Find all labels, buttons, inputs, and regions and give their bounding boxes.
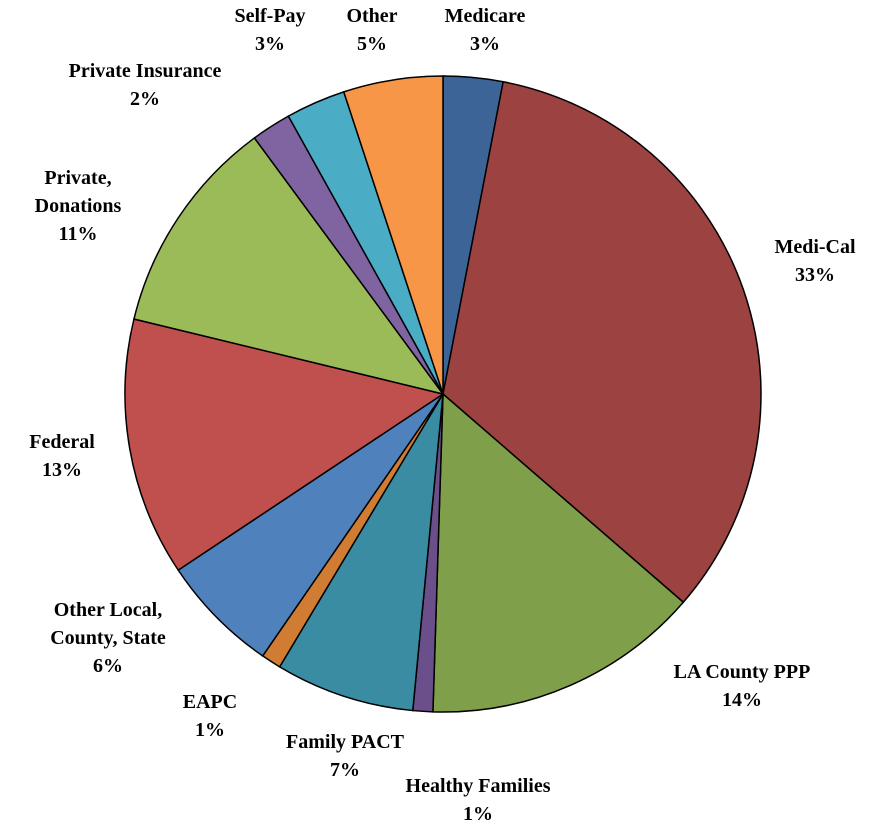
- value-label: 1%: [194, 719, 225, 741]
- slice-label: Other Local, County, State 6%: [33, 596, 183, 680]
- category-label: Medi-Cal: [774, 236, 856, 258]
- category-label: Medicare: [444, 5, 526, 27]
- category-label: Healthy Families: [405, 775, 551, 797]
- pie-slice: [442, 80, 762, 604]
- slice-label: LA County PPP 14%: [674, 658, 811, 714]
- slice-label: Family PACT 7%: [286, 728, 404, 784]
- slice-label: Medi-Cal 33%: [774, 233, 855, 289]
- slice-label: EAPC 1%: [183, 688, 237, 744]
- value-label: 14%: [722, 689, 762, 711]
- category-label: Private, Donations: [34, 167, 122, 217]
- value-label: 1%: [462, 803, 493, 825]
- category-label: Other: [346, 5, 398, 27]
- pie-slice: [177, 393, 444, 657]
- slice-label: Federal 13%: [29, 428, 95, 484]
- category-label: Private Insurance: [68, 60, 222, 82]
- value-label: 7%: [329, 759, 360, 781]
- slice-label: Private Insurance 2%: [69, 57, 222, 113]
- pie-slice: [432, 392, 685, 713]
- category-label: Other Local, County, State: [50, 599, 166, 649]
- category-label: LA County PPP: [673, 661, 811, 683]
- slice-label: Healthy Families 1%: [406, 772, 551, 828]
- value-label: 3%: [469, 33, 500, 55]
- value-label: 5%: [357, 33, 387, 55]
- category-label: Self-Pay: [234, 5, 306, 27]
- slice-label: Private, Donations 11%: [18, 164, 138, 248]
- value-label: 2%: [129, 88, 160, 110]
- value-label: 6%: [93, 655, 123, 677]
- category-label: Family PACT: [286, 731, 404, 753]
- slice-label: Self-Pay 3%: [234, 2, 305, 58]
- pie-slice: [278, 393, 444, 712]
- pie-slice: [133, 136, 445, 396]
- category-label: EAPC: [182, 691, 238, 713]
- value-label: 11%: [58, 223, 98, 245]
- value-label: 3%: [255, 33, 285, 55]
- value-label: 33%: [795, 264, 835, 286]
- pie-slice: [342, 75, 444, 395]
- pie-slice: [124, 318, 445, 572]
- category-label: Federal: [29, 431, 95, 453]
- value-label: 13%: [42, 459, 82, 481]
- slice-label: Medicare 3%: [445, 2, 526, 58]
- slice-label: Other 5%: [346, 2, 397, 58]
